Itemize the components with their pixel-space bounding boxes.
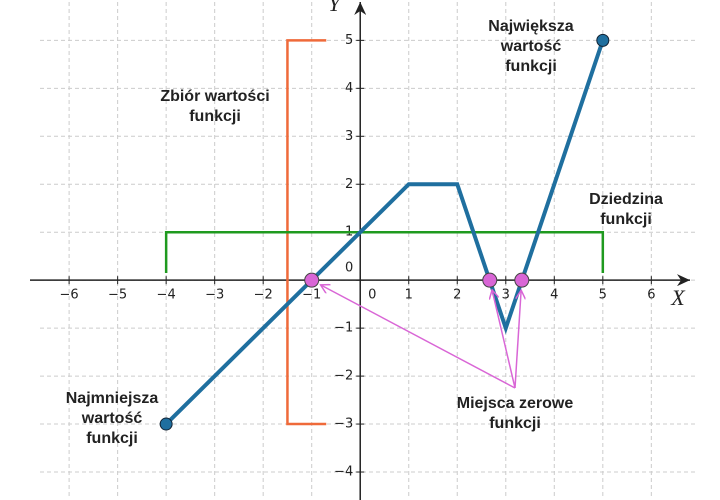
- annotation: wartość: [500, 38, 562, 55]
- x-tick-label: −5: [108, 288, 127, 303]
- y-tick-label: 2: [345, 177, 353, 192]
- annotation: funkcji: [86, 430, 138, 447]
- zero-point: [482, 272, 498, 288]
- x-tick-label: 4: [550, 288, 558, 303]
- x-tick-label: −1: [302, 288, 321, 303]
- x-axis-label: X: [670, 285, 686, 310]
- annotation: Największa: [488, 18, 573, 35]
- zero-point: [514, 272, 530, 288]
- y-tick-label: −3: [334, 417, 353, 432]
- annotation: funkcji: [489, 415, 541, 432]
- zero-arrow: [321, 285, 516, 389]
- y-tick-label: −2: [334, 369, 353, 384]
- x-tick-label: 1: [405, 288, 413, 303]
- annotation: funkcji: [600, 211, 652, 228]
- annotation: wartość: [81, 410, 143, 427]
- domain-bracket: [164, 230, 605, 273]
- x-tick-label: 6: [647, 288, 655, 303]
- annotation: funkcji: [189, 108, 241, 125]
- x-tick-label: 5: [599, 288, 607, 303]
- x-tick-label: −3: [205, 288, 224, 303]
- y-tick-label: 0: [345, 261, 353, 276]
- x-tick-label: −6: [60, 288, 79, 303]
- y-tick-label: −1: [334, 321, 353, 336]
- extreme-point: [596, 33, 610, 47]
- annotation: Miejsca zerowe: [457, 395, 574, 412]
- x-tick-label: −2: [254, 288, 273, 303]
- y-axis-label: Y: [328, 0, 343, 16]
- annotation: Dziedzina: [589, 191, 663, 208]
- zero-point: [304, 272, 320, 288]
- x-tick-label: 3: [502, 288, 510, 303]
- y-tick-label: 5: [345, 33, 353, 48]
- extreme-point: [159, 417, 173, 431]
- zero-arrow: [492, 290, 516, 389]
- function-line: [164, 39, 605, 426]
- y-tick-label: 3: [345, 129, 353, 144]
- annotation: Najmniejsza: [66, 390, 159, 407]
- annotation: funkcji: [505, 58, 557, 75]
- x-tick-label: 0: [368, 288, 376, 303]
- x-tick-label: −4: [157, 288, 176, 303]
- annotation: Zbiór wartości: [160, 88, 269, 105]
- x-tick-label: 2: [453, 288, 461, 303]
- y-tick-label: 4: [345, 81, 353, 96]
- zero-arrow: [514, 290, 521, 389]
- y-tick-label: −4: [334, 465, 353, 480]
